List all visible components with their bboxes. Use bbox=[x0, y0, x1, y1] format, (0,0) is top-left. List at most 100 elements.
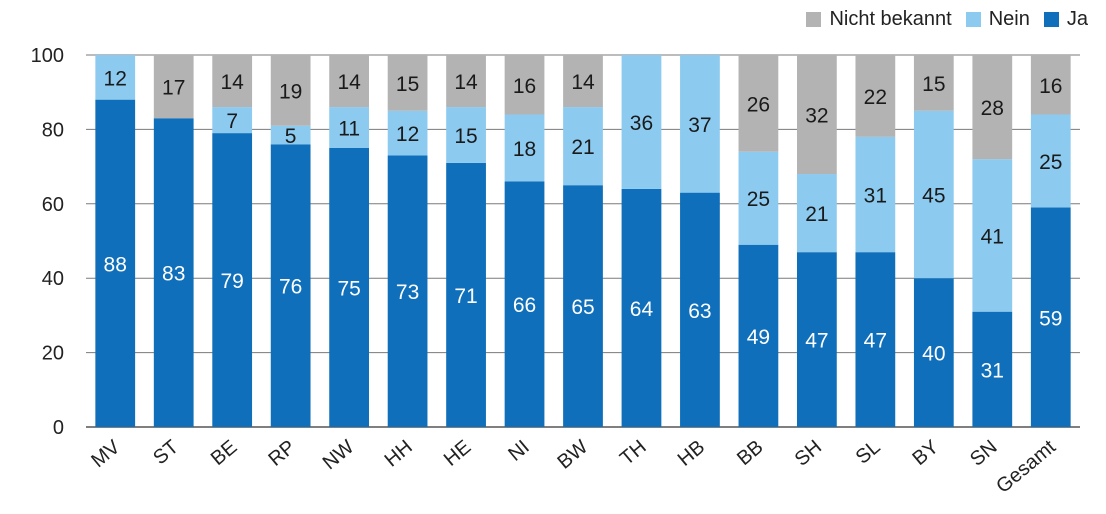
data-label: 32 bbox=[805, 105, 828, 128]
bars bbox=[95, 55, 1071, 428]
data-label: 14 bbox=[571, 71, 595, 94]
data-label: 36 bbox=[630, 112, 653, 135]
data-label: 21 bbox=[805, 203, 828, 226]
y-tick-label: 20 bbox=[42, 343, 64, 365]
data-label: 47 bbox=[805, 330, 828, 353]
bar-ja-bb bbox=[738, 244, 779, 427]
legend-label-nicht-bekannt: Nicht bekannt bbox=[829, 8, 952, 30]
data-label: 88 bbox=[104, 253, 127, 276]
x-tick-label: SL bbox=[852, 436, 885, 469]
data-label: 40 bbox=[922, 343, 945, 366]
bar-nein-sn bbox=[972, 159, 1013, 312]
data-label: 15 bbox=[922, 73, 945, 96]
bar-nicht-bekannt-be bbox=[212, 55, 253, 108]
x-tick-label: SH bbox=[791, 436, 826, 471]
y-tick-label: 60 bbox=[42, 194, 64, 216]
bar-nicht-bekannt-sn bbox=[972, 55, 1013, 160]
data-label: 14 bbox=[454, 71, 478, 94]
bar-ja-mv bbox=[95, 99, 136, 427]
x-tick-label: MV bbox=[87, 436, 125, 473]
bar-nicht-bekannt-bb bbox=[738, 55, 779, 152]
data-label: 28 bbox=[981, 97, 1004, 120]
legend-swatch-ja bbox=[1043, 12, 1059, 27]
data-label: 59 bbox=[1039, 307, 1062, 330]
data-labels: 88 12 83 17 79 7 14 76 5 19 75 11 14 73 12 15 71 15 14 66 18… bbox=[104, 67, 1063, 382]
x-tick-label: Gesamt bbox=[992, 436, 1060, 498]
legend-swatch-nicht-bekannt bbox=[806, 12, 822, 27]
data-label: 11 bbox=[338, 118, 360, 141]
data-label: 21 bbox=[571, 136, 594, 159]
x-tick-label: BY bbox=[908, 436, 943, 470]
x-tick-label: HB bbox=[674, 436, 709, 471]
chart-legend: Nicht bekannt Nein Ja bbox=[806, 8, 1088, 31]
data-label: 12 bbox=[104, 67, 127, 90]
bar-nicht-bekannt-by bbox=[913, 55, 954, 111]
data-label: 17 bbox=[162, 77, 185, 100]
bar-nein-be bbox=[212, 107, 253, 134]
data-label: 41 bbox=[981, 225, 1004, 248]
data-label: 75 bbox=[337, 278, 360, 301]
data-label: 25 bbox=[1039, 151, 1062, 174]
bar-ja-ni bbox=[504, 181, 545, 427]
data-label: 79 bbox=[220, 270, 243, 293]
bar-nein-nw bbox=[329, 107, 369, 148]
data-label: 18 bbox=[513, 138, 536, 161]
data-label: 7 bbox=[226, 110, 238, 133]
x-tick-label: RP bbox=[264, 436, 299, 471]
data-label: 16 bbox=[1039, 75, 1062, 98]
bar-nein-mv bbox=[95, 55, 136, 100]
data-label: 31 bbox=[864, 185, 887, 208]
data-label: 14 bbox=[220, 71, 244, 94]
x-tick-label: BB bbox=[733, 436, 768, 470]
data-label: 66 bbox=[513, 294, 536, 317]
bar-ja-nw bbox=[329, 148, 369, 427]
bar-ja-gesamt bbox=[1030, 207, 1071, 427]
bar-nicht-bekannt-st bbox=[153, 55, 194, 119]
bar-ja-sn bbox=[972, 311, 1013, 427]
bar-ja-hb bbox=[680, 192, 720, 427]
data-label: 71 bbox=[454, 285, 477, 308]
bar-ja-be bbox=[212, 133, 253, 427]
x-tick-label: NI bbox=[504, 436, 533, 466]
x-tick-label: ST bbox=[149, 436, 183, 469]
bar-nein-hb bbox=[680, 55, 720, 193]
data-label: 37 bbox=[688, 114, 711, 137]
bar-nicht-bekannt-nw bbox=[329, 55, 369, 108]
legend-label-nein: Nein bbox=[988, 8, 1030, 30]
data-label: 15 bbox=[454, 125, 477, 148]
x-tick-label: BE bbox=[207, 436, 242, 470]
bar-ja-sh bbox=[797, 252, 837, 427]
data-label: 26 bbox=[747, 93, 770, 116]
bar-nein-by bbox=[913, 110, 954, 279]
bar-nein-bw bbox=[563, 107, 603, 186]
bar-nicht-bekannt-bw bbox=[563, 55, 603, 108]
data-label: 12 bbox=[396, 123, 419, 146]
x-tick-label: HE bbox=[440, 436, 475, 471]
bar-nein-rp bbox=[270, 125, 311, 145]
data-label: 14 bbox=[337, 71, 361, 94]
y-axis-ticks: 0 20 40 60 80 100 bbox=[31, 45, 64, 439]
data-label: 76 bbox=[279, 276, 302, 299]
x-tick-label: TH bbox=[616, 436, 651, 470]
legend-item-ja: Ja bbox=[1043, 8, 1088, 31]
data-label: 22 bbox=[864, 86, 887, 109]
bar-ja-bw bbox=[563, 185, 603, 427]
bar-ja-rp bbox=[270, 144, 311, 427]
x-tick-label: BW bbox=[553, 436, 592, 474]
y-tick-label: 0 bbox=[53, 417, 64, 439]
bar-ja-by bbox=[913, 278, 954, 427]
bar-nicht-bekannt-he bbox=[446, 55, 486, 108]
data-label: 49 bbox=[747, 326, 770, 349]
legend-item-nicht-bekannt: Nicht bekannt bbox=[806, 8, 952, 31]
bar-ja-sl bbox=[855, 252, 896, 427]
legend-item-nein: Nein bbox=[965, 8, 1030, 31]
x-tick-label: NW bbox=[319, 436, 359, 474]
legend-swatch-nein bbox=[965, 12, 981, 27]
data-label: 47 bbox=[864, 330, 887, 353]
bar-nicht-bekannt-hh bbox=[387, 55, 428, 111]
bar-nein-th bbox=[621, 55, 662, 189]
x-tick-label: HH bbox=[381, 436, 417, 471]
data-label: 65 bbox=[571, 296, 594, 319]
data-label: 63 bbox=[688, 300, 711, 323]
